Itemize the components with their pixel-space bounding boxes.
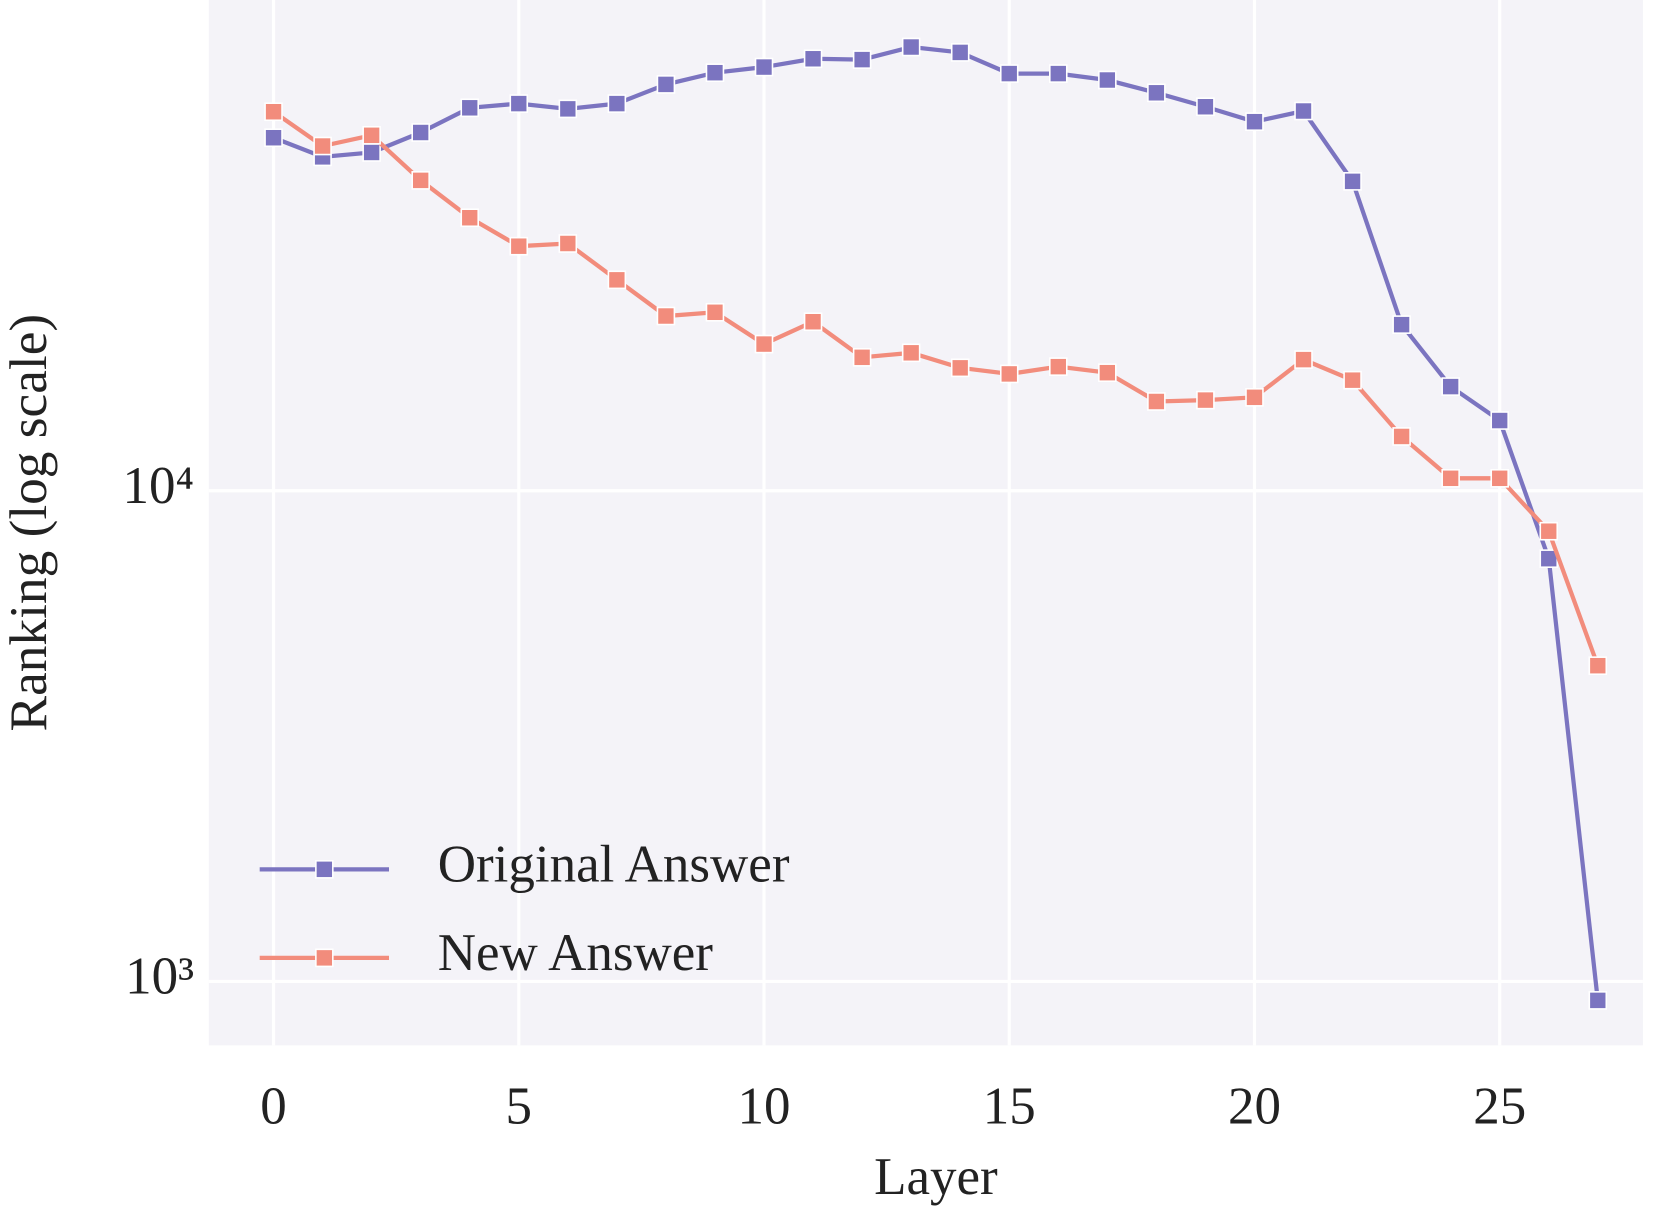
point-marker: [313, 136, 332, 156]
point-marker: [460, 98, 480, 118]
point-marker: [1490, 411, 1509, 430]
point-marker: [1539, 521, 1559, 541]
point-marker: [1147, 392, 1166, 411]
point-marker: [950, 43, 970, 62]
point-marker: [362, 125, 381, 145]
point-marker: [754, 57, 774, 77]
point-marker: [1098, 363, 1117, 383]
point-marker: [1441, 468, 1460, 488]
point-marker: [705, 63, 725, 83]
point-marker: [509, 236, 529, 256]
point-marker: [1245, 387, 1264, 407]
point-marker: [1441, 377, 1460, 396]
series-line: [272, 109, 1600, 667]
point-marker: [558, 234, 578, 253]
legend-marker: [315, 948, 334, 968]
x-tick-label: 5: [506, 1078, 532, 1136]
point-marker: [705, 302, 725, 322]
point-marker: [1490, 468, 1509, 488]
point-marker: [1098, 70, 1117, 90]
point-marker: [1392, 427, 1411, 446]
point-marker: [901, 37, 921, 57]
point-marker: [852, 347, 872, 367]
point-marker: [1294, 350, 1313, 369]
x-tick-label: 10: [738, 1078, 791, 1136]
point-marker: [950, 358, 970, 378]
point-marker: [411, 171, 430, 190]
x-tick-label: 20: [1228, 1078, 1281, 1136]
point-marker: [999, 64, 1019, 83]
point-marker: [656, 306, 676, 326]
y-tick-label: 10³: [125, 948, 194, 1006]
point-marker: [460, 208, 480, 228]
y-tick-label: 10⁴: [122, 457, 193, 515]
y-axis-label: Ranking (log scale): [0, 314, 58, 732]
point-marker: [1196, 390, 1215, 410]
x-tick-label: 25: [1473, 1078, 1526, 1136]
point-marker: [656, 75, 676, 94]
point-marker: [803, 312, 823, 332]
point-marker: [1588, 991, 1608, 1010]
point-marker: [803, 49, 823, 69]
point-marker: [1343, 370, 1362, 390]
point-marker: [411, 123, 430, 142]
point-marker: [362, 143, 381, 162]
point-marker: [1196, 97, 1215, 117]
point-marker: [754, 334, 774, 354]
point-marker: [1343, 172, 1362, 191]
point-marker: [509, 94, 529, 113]
x-tick-label: 15: [983, 1078, 1036, 1136]
point-marker: [852, 50, 872, 69]
grid: [208, 0, 1643, 1046]
point-marker: [901, 343, 921, 363]
series-line: [272, 44, 1600, 1001]
point-marker: [1049, 357, 1068, 376]
point-marker: [1245, 112, 1264, 132]
point-marker: [1147, 83, 1166, 103]
point-marker: [1392, 315, 1411, 334]
x-axis-label: Layer: [874, 1148, 998, 1206]
point-marker: [1049, 64, 1068, 83]
point-marker: [558, 99, 578, 119]
legend-label: New Answer: [438, 924, 713, 982]
point-marker: [607, 270, 627, 290]
point-marker: [264, 102, 283, 122]
x-tick-label: 0: [260, 1078, 286, 1136]
point-marker: [264, 128, 283, 148]
legend-label: Original Answer: [438, 835, 790, 893]
point-marker: [607, 94, 627, 113]
legend-marker: [315, 860, 334, 879]
plot-area: [208, 0, 1643, 1046]
point-marker: [1588, 656, 1608, 676]
point-marker: [1294, 101, 1313, 121]
point-marker: [999, 364, 1019, 384]
